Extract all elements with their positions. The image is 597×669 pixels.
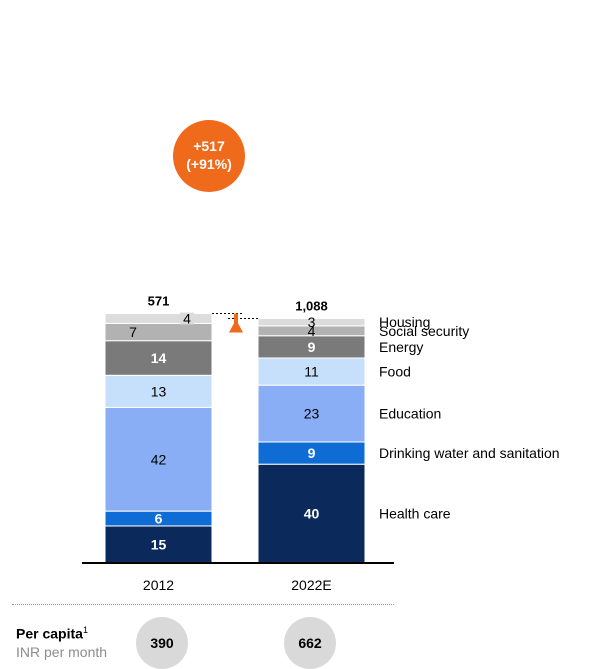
bar-segment-2012-0 [104,525,213,564]
per-capita-unit: INR per month [16,644,108,660]
bar-segment-2012-3 [104,374,213,408]
x-axis-label: 2022E [291,577,331,593]
data-label: 13 [151,383,167,399]
growth-badge-percent: (+91%) [186,156,232,172]
per-capita-label: Per capita [16,625,83,642]
data-label: 7 [129,324,137,340]
bar-total-label: 1,088 [295,298,328,313]
bar-segment-2022e-3 [257,357,366,386]
growth-badge [173,120,245,192]
bar-segment-2012-4 [104,340,213,376]
data-label: 3 [308,314,316,330]
legend-label: Social security [379,323,469,339]
stacked-bar-chart: 15642131474571201240923119431,0882022EHe… [82,120,560,593]
data-label: 23 [304,406,320,422]
data-label: 4 [183,310,191,326]
data-label: 15 [151,536,167,552]
per-capita-2012-value: 390 [150,635,174,651]
legend-label: Drinking water and sanitation [379,445,560,461]
per-capita-2022-badge: 662 [284,617,336,669]
legend-label: Food [379,364,411,380]
per-capita-2012-badge: 390 [136,617,188,669]
data-label: 4 [308,323,316,339]
x-axis-label: 2012 [143,577,174,593]
bar-segment-2012-5 [104,322,213,342]
legend-label: Energy [379,339,423,355]
data-label: 14 [151,350,167,366]
growth-arrow-head [229,319,243,333]
bar-total-label: 571 [148,294,170,309]
legend-label: Health care [379,506,451,522]
growth-badge-value: +517 [193,138,225,154]
per-capita-title: Per capita1 [16,625,88,642]
data-label: 6 [155,511,163,527]
data-label: 9 [308,339,316,355]
bar-segment-2012-6 [104,313,213,324]
footer-divider [12,604,394,605]
legend-label: Education [379,406,441,422]
footnote-marker: 1 [82,625,88,635]
data-label: 40 [304,506,320,522]
housing-2012-label-box [180,312,194,325]
legend-label: Housing [379,314,430,330]
data-label: 42 [151,451,167,467]
data-label: 9 [308,445,316,461]
bar-segment-2022e-2 [257,384,366,443]
per-capita-2022-value: 662 [298,635,322,651]
bar-segment-2022e-6 [257,317,366,327]
data-label: 11 [304,364,319,380]
